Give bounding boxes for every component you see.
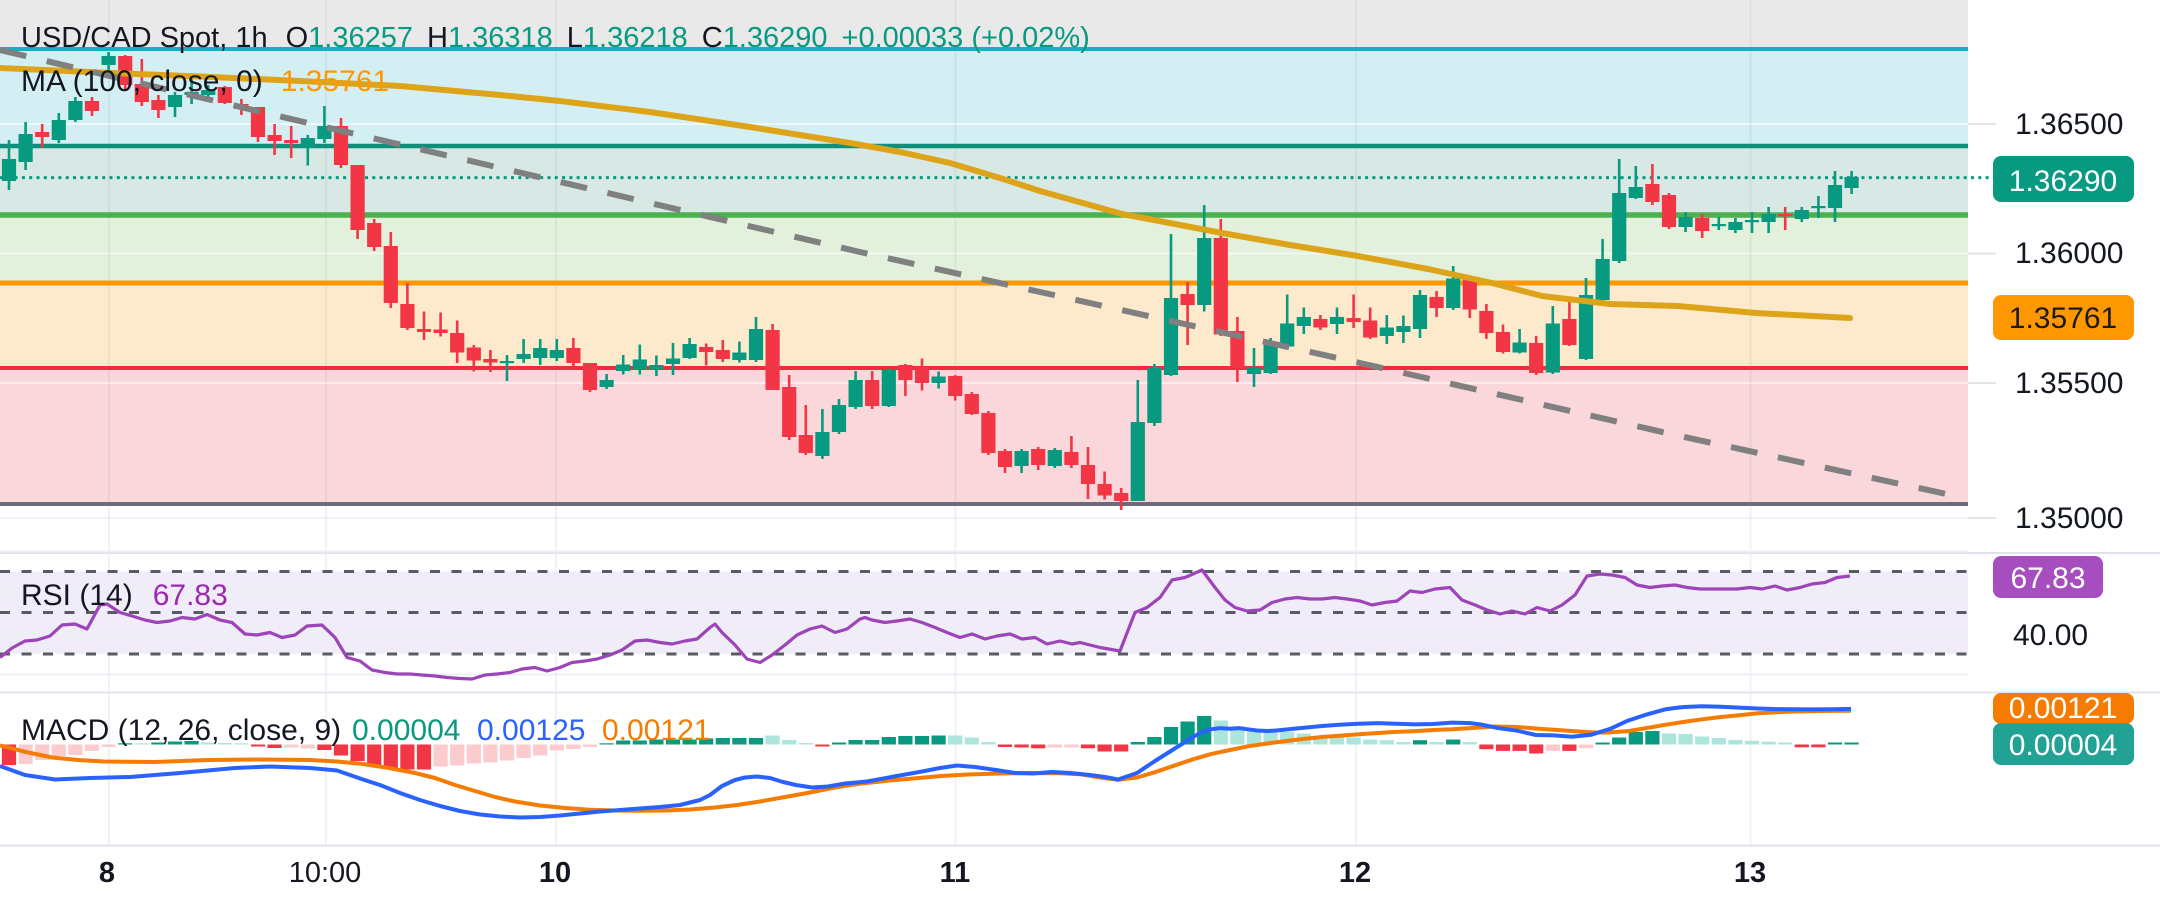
svg-text:0.00004: 0.00004 — [352, 714, 460, 747]
svg-text:1.36500: 1.36500 — [2015, 108, 2123, 141]
svg-text:10:00: 10:00 — [289, 857, 362, 889]
svg-text:1.35000: 1.35000 — [2015, 502, 2123, 535]
svg-text:MA (100, close, 0)1.35761: MA (100, close, 0) 1.35761 — [21, 65, 389, 98]
svg-text:RSI (14)67.83: RSI (14) 67.83 — [21, 579, 228, 612]
svg-text:11: 11 — [940, 857, 971, 889]
svg-text:1.35761: 1.35761 — [2009, 302, 2117, 335]
svg-text:0.00121: 0.00121 — [2009, 692, 2117, 725]
svg-text:1.36000: 1.36000 — [2015, 237, 2123, 270]
svg-text:MACD (12, 26, close, 9): MACD (12, 26, close, 9) — [21, 714, 341, 747]
svg-text:0.00004: 0.00004 — [2009, 729, 2117, 762]
svg-text:1.35500: 1.35500 — [2015, 367, 2123, 400]
svg-text:8: 8 — [99, 857, 115, 889]
svg-text:40.00: 40.00 — [2013, 619, 2088, 652]
svg-text:10: 10 — [539, 857, 571, 889]
svg-text:1.36290: 1.36290 — [2009, 165, 2117, 198]
svg-text:0.00121: 0.00121 — [602, 714, 710, 747]
svg-text:0.00125: 0.00125 — [477, 714, 585, 747]
svg-text:13: 13 — [1734, 857, 1766, 889]
svg-text:12: 12 — [1339, 857, 1371, 889]
svg-text:67.83: 67.83 — [2010, 562, 2085, 595]
